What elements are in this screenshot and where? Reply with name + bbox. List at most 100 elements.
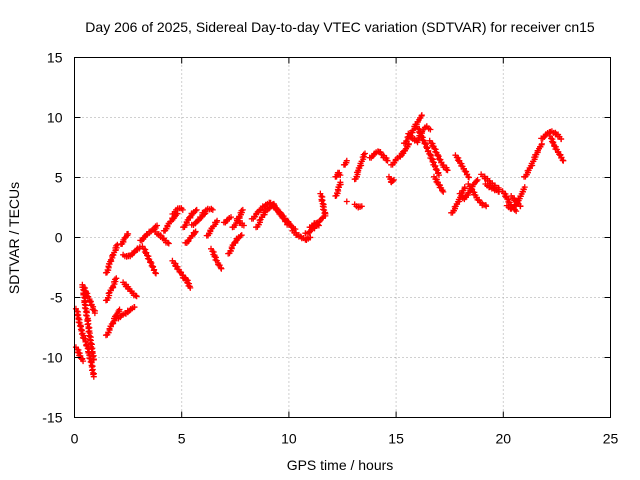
data-point [307,234,314,241]
series-seg-60 [538,128,554,142]
series-seg-55 [482,181,503,195]
data-point [152,269,159,276]
data-point [144,255,151,262]
series-seg-53 [465,181,490,210]
data-point [315,222,322,229]
series-seg-62 [548,128,565,143]
data-point [187,284,194,291]
data-point [434,152,441,159]
x-tick-label: 25 [603,431,619,447]
data-point [164,239,171,246]
data-point [86,355,93,362]
series-seg-48 [426,137,451,174]
data-point [152,270,159,277]
series-seg-05 [102,306,123,339]
data-point [83,292,90,299]
data-point [179,206,186,213]
series-seg-47 [413,123,442,179]
data-point [431,145,438,152]
axis-ticks [74,57,611,418]
series-seg-31 [270,202,299,233]
data-point [419,136,426,143]
series-seg-49 [430,173,447,195]
series-seg-41 [351,150,369,183]
data-point [428,155,435,162]
data-point [360,151,367,158]
data-point [133,293,140,300]
data-point [474,176,481,183]
series-seg-19 [180,206,200,231]
data-point [238,207,245,214]
data-point [517,203,524,210]
data-point [337,172,344,179]
data-point [165,240,172,247]
data-point [81,304,88,311]
data-point [418,112,425,119]
data-point [80,284,87,291]
data-point [461,184,468,191]
data-point [560,157,567,164]
tick-labels: 0 5 10 15 20 25 -15 -10 -5 0 5 10 15 [42,50,618,447]
series-seg-38 [340,157,350,168]
data-point [114,241,121,248]
data-point [314,221,321,228]
data-point [358,203,365,210]
series-seg-37 [332,179,344,199]
y-axis-label: SDTVAR / TECUs [6,182,22,294]
data-point [444,167,451,174]
series-seg-15 [160,210,181,234]
data-point [439,187,446,194]
data-point [154,222,161,229]
series-seg-57 [503,184,528,212]
data-point [90,307,97,314]
series-seg-06 [102,275,120,304]
chart-title: Day 206 of 2025, Sidereal Day-to-day VTE… [85,19,595,35]
data-point [131,304,138,311]
data-point [83,312,90,319]
data-point [214,217,221,224]
data-point [209,248,216,255]
data-point [209,206,216,213]
series-seg-40 [351,201,365,211]
series-seg-43 [385,173,397,186]
series-seg-24 [208,245,225,272]
series-seg-35 [317,190,329,219]
series-seg-34 [306,220,322,231]
data-point [418,133,425,140]
data-point [384,157,391,164]
data-point [82,289,89,296]
series-seg-29 [248,199,277,222]
data-point [88,349,95,356]
data-point [90,356,97,363]
data-point [318,215,325,222]
data-point [362,150,369,157]
series-seg-04 [79,281,99,317]
data-point [415,125,422,132]
data-point [423,144,430,150]
series-seg-25 [220,214,235,226]
data-point [321,210,328,217]
data-point [483,203,490,210]
data-point [212,256,219,263]
series-seg-23 [203,217,221,239]
series-seg-28 [233,215,247,229]
data-point [435,172,442,179]
x-axis-label: GPS time / hours [287,457,394,473]
y-tick-label: 5 [55,170,63,186]
y-tick-label: 10 [47,110,63,126]
series-seg-01 [72,305,97,380]
data-point [211,253,218,260]
data-point [218,265,225,272]
data-point [473,178,480,185]
data-point [87,358,94,365]
data-point [427,126,434,133]
data-point [116,306,123,313]
series-seg-51 [452,152,472,181]
data-point [113,242,120,249]
data-point [421,140,428,147]
data-point [320,206,327,213]
data-point [521,184,528,191]
series-seg-14 [152,229,172,247]
series-seg-18 [182,274,194,291]
